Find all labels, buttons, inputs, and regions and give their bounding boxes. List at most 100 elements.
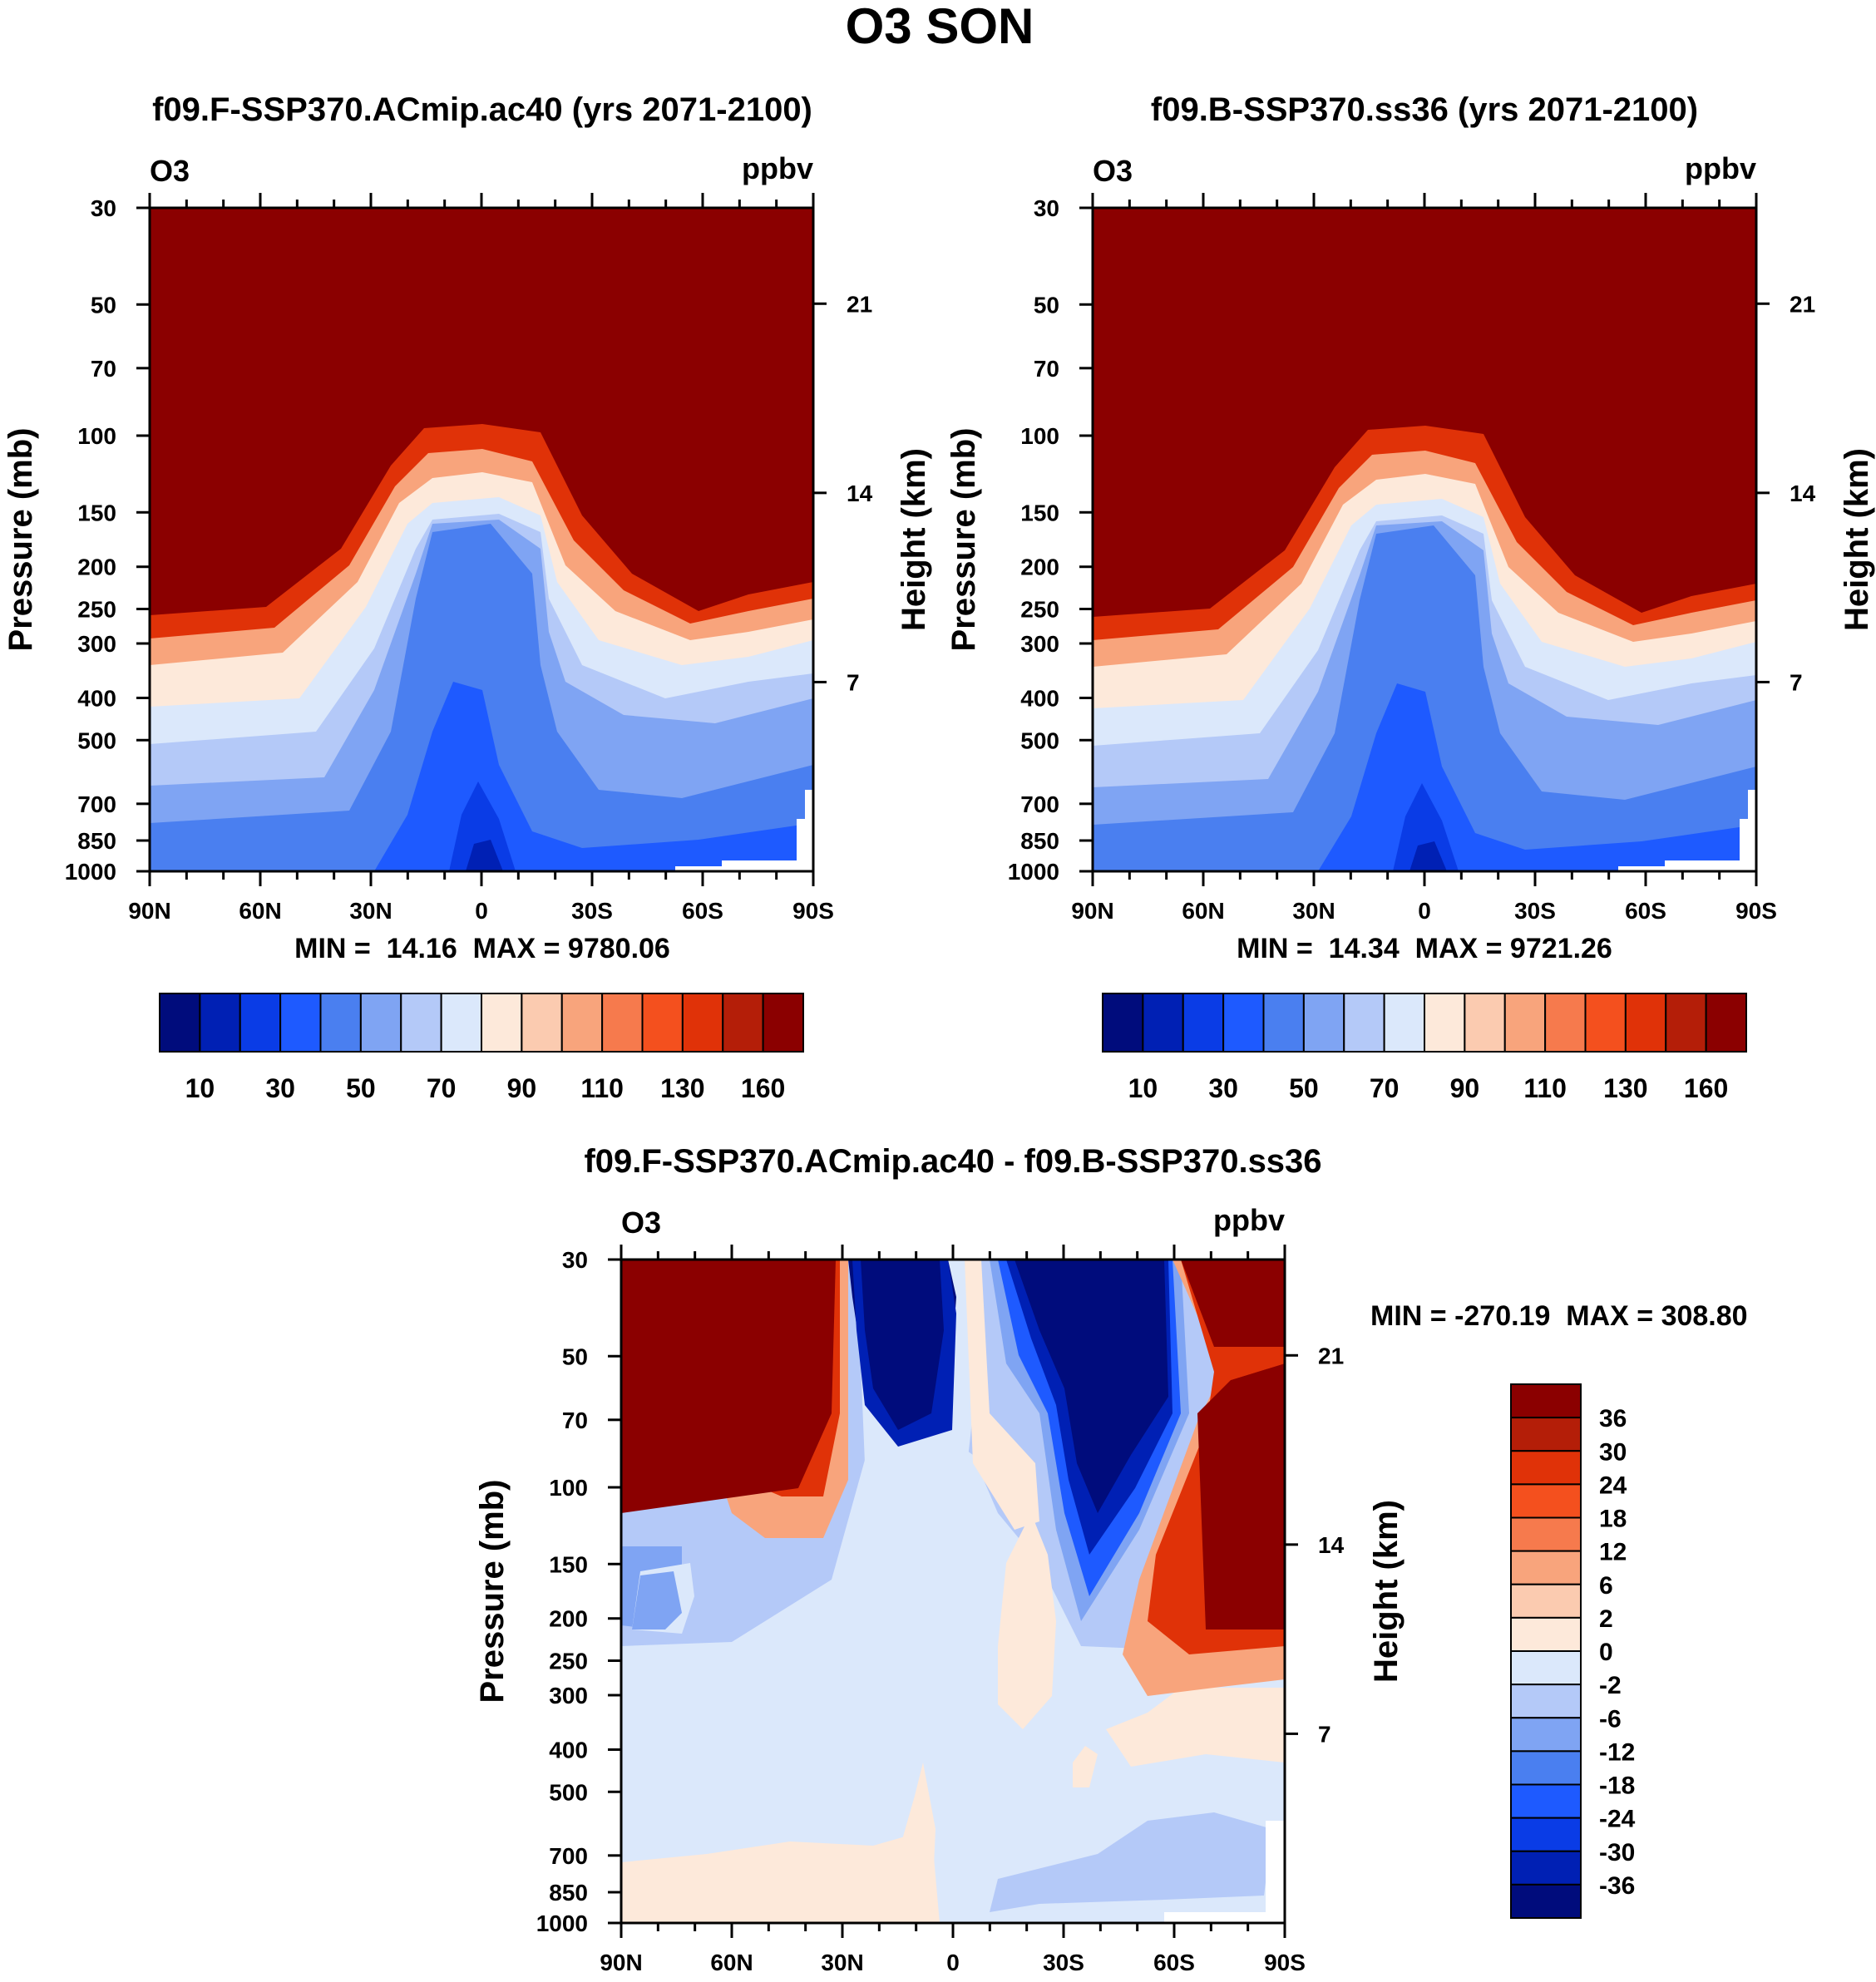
- panel-2-units: ppbv: [1685, 151, 1756, 185]
- x-tick-label: 90S: [1264, 1950, 1306, 1975]
- x-tick-label: 0: [946, 1950, 960, 1975]
- y-tick-label: 250: [1020, 597, 1059, 623]
- colorbar-box: [762, 993, 804, 1053]
- panel-2-ylabel-right: Height (km): [1839, 448, 1875, 631]
- colorbar-box: [1302, 993, 1345, 1053]
- y-tick-label: 300: [1020, 631, 1059, 657]
- band-navy: [1409, 841, 1447, 871]
- x-tick-label: 30S: [1043, 1950, 1084, 1975]
- colorbar-box: [681, 993, 724, 1053]
- panel-3-x-ticks: 90N 60N 30N 0 30S 60S 90S: [600, 1245, 1306, 1975]
- height-tick-label: 14: [1318, 1532, 1345, 1558]
- colorbar-label: 0: [1599, 1639, 1613, 1666]
- colorbar-label: 130: [1603, 1073, 1647, 1103]
- colorbar-box: [1510, 1783, 1582, 1819]
- panel-1-right-ticks: 21 14 7: [813, 291, 873, 695]
- panel-1-contour: [150, 208, 813, 871]
- y-tick-label: 200: [77, 555, 116, 580]
- left-pocket-blue: [632, 1571, 682, 1629]
- colorbar-label: -36: [1599, 1872, 1635, 1900]
- colorbar-label: 12: [1599, 1539, 1627, 1566]
- y-tick-label: 150: [549, 1551, 588, 1577]
- colorbar-box: [641, 993, 684, 1053]
- colorbar-label: 110: [580, 1073, 624, 1103]
- panel-2-left-ticks: 30 50 70 100 150 200 250 300 400 500 700 850 1000: [1008, 195, 1093, 885]
- y-tick-label: 850: [77, 828, 116, 854]
- panel-1-left-ticks: 30 50 70 100 150 200 250 300 400 500 700 850 1000: [65, 195, 150, 885]
- x-tick-label: 60S: [682, 898, 723, 924]
- colorbar-box: [1510, 1850, 1582, 1886]
- band-navy: [466, 840, 503, 871]
- colorbar-label: 10: [1128, 1073, 1158, 1103]
- red-right-lower: [1197, 1363, 1285, 1629]
- missing-1: [1618, 866, 1668, 871]
- panel-3-right-ticks: 21 14 7: [1285, 1343, 1345, 1747]
- x-tick-label: 0: [475, 898, 488, 924]
- dark-column-core: [861, 1260, 944, 1430]
- panel-1-units: ppbv: [742, 151, 813, 185]
- panel-3-stats: MIN = -270.19 MAX = 308.80: [1370, 1300, 1748, 1332]
- colorbar-box: [1464, 993, 1506, 1053]
- x-tick-label: 60S: [1625, 898, 1666, 924]
- missing-4: [1748, 790, 1756, 871]
- panel-3-title: f09.F-SSP370.ACmip.ac40 - f09.B-SSP370.s…: [584, 1143, 1321, 1180]
- colorbar-box: [279, 993, 322, 1053]
- x-tick-label: 0: [1418, 898, 1431, 924]
- colorbar-box: [1424, 993, 1466, 1053]
- main-title: O3 SON: [846, 0, 1034, 54]
- colorbar-box: [722, 993, 764, 1053]
- colorbar-box: [1510, 1717, 1582, 1753]
- x-tick-label: 60N: [710, 1950, 753, 1975]
- cream-blob: [998, 1513, 1056, 1729]
- y-tick-label: 30: [562, 1247, 588, 1273]
- colorbar-box: [1102, 993, 1144, 1053]
- colorbar-label: 10: [185, 1073, 215, 1103]
- colorbar-box: [1503, 993, 1547, 1053]
- missing-1: [675, 866, 725, 871]
- colorbar-label: 130: [660, 1073, 704, 1103]
- colorbar-box: [1510, 1883, 1582, 1919]
- y-tick-label: 1000: [65, 859, 116, 885]
- paleblue-bottom: [990, 1812, 1272, 1912]
- panel-3-contour: [621, 1260, 1285, 1923]
- height-tick-label: 7: [847, 669, 860, 695]
- colorbar-box: [1510, 1583, 1582, 1619]
- colorbar-box: [1510, 1750, 1582, 1786]
- colorbar-box: [1665, 993, 1707, 1053]
- panel-2-contour: [1093, 208, 1756, 871]
- height-tick-label: 7: [1790, 669, 1803, 695]
- band-dark: [1393, 783, 1459, 871]
- blue-right-navy: [1015, 1260, 1168, 1513]
- y-tick-label: 30: [91, 195, 116, 221]
- y-tick-label: 250: [549, 1649, 588, 1674]
- panel-3-colorbar: 36 30 24 18 12 6 2 0 -2 -6 -12 -18 -24 -30 -36: [1510, 1383, 1636, 1919]
- colorbar-box: [1624, 993, 1667, 1053]
- y-tick-label: 100: [1020, 423, 1059, 449]
- x-tick-label: 90N: [1071, 898, 1113, 924]
- y-tick-label: 150: [77, 500, 116, 525]
- colorbar-box: [521, 993, 563, 1053]
- colorbar-box: [560, 993, 604, 1053]
- colorbar-label: 110: [1523, 1073, 1567, 1103]
- y-tick-label: 150: [1020, 500, 1059, 525]
- colorbar-box: [1510, 1817, 1582, 1852]
- colorbar-label: 18: [1599, 1506, 1627, 1533]
- colorbar-label: 24: [1599, 1472, 1627, 1499]
- y-tick-label: 100: [77, 423, 116, 449]
- y-tick-label: 70: [1034, 356, 1059, 382]
- panel-3: f09.F-SSP370.ACmip.ac40 - f09.B-SSP370.s…: [474, 1143, 1748, 1975]
- y-tick-label: 500: [1020, 727, 1059, 753]
- colorbar-box: [440, 993, 482, 1053]
- panel-1-ylabel: Pressure (mb): [2, 428, 39, 652]
- panel-2-ylabel: Pressure (mb): [945, 428, 982, 652]
- y-tick-label: 700: [77, 791, 116, 817]
- colorbar-label: 160: [1684, 1073, 1728, 1103]
- y-tick-label: 70: [562, 1408, 588, 1433]
- panel-1-colorbar: 10 30 50 70 90 110 130 160: [159, 993, 804, 1103]
- cream-spike: [898, 1763, 936, 1923]
- panel-3-variable: O3: [621, 1205, 661, 1240]
- band-royal: [1093, 683, 1756, 871]
- colorbar-label: 70: [1370, 1073, 1400, 1103]
- cream-dot: [1073, 1746, 1098, 1787]
- panel-1: f09.F-SSP370.ACmip.ac40 (yrs 2071-2100) …: [2, 91, 932, 1103]
